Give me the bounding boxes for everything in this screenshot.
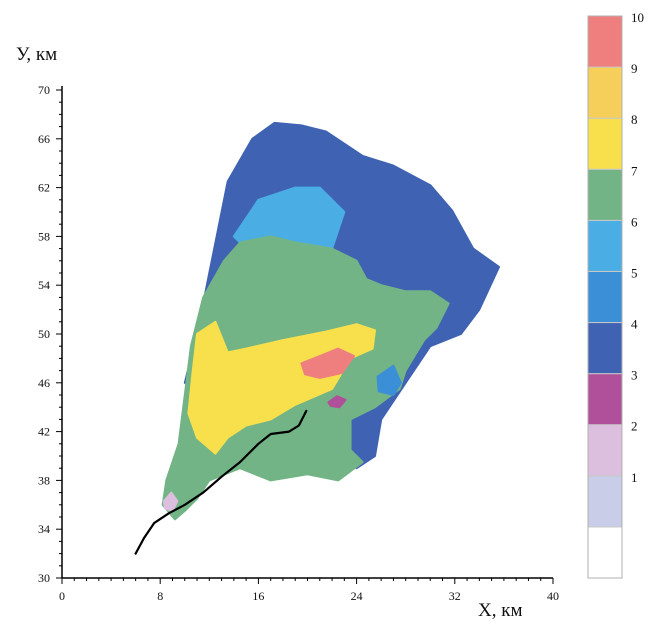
y-tick-label: 58	[38, 229, 50, 243]
y-tick-label: 62	[38, 181, 50, 195]
legend-label-1: 1	[631, 470, 638, 485]
y-tick-label: 66	[38, 132, 50, 146]
river-path	[134, 409, 308, 555]
x-tick-label: 0	[59, 589, 65, 603]
map-regions	[161, 121, 500, 521]
y-tick-label: 42	[38, 425, 50, 439]
legend-swatch-10	[587, 15, 623, 68]
legend-label-4: 4	[631, 317, 638, 332]
legend-label-6: 6	[631, 214, 638, 229]
legend-swatch-2	[587, 424, 623, 477]
legend-label-5: 5	[631, 265, 638, 280]
legend-label-9: 9	[631, 61, 638, 76]
legend-swatch-7	[587, 168, 623, 221]
y-tick-label: 70	[38, 83, 50, 97]
legend: 1 2 3 4 5 6 7 8 9 10	[587, 10, 644, 579]
region-class-3-6	[327, 395, 347, 409]
region-class-10-5	[300, 347, 356, 379]
legend-label-7: 7	[631, 163, 638, 178]
region-class-5-3	[376, 364, 402, 396]
y-tick-label: 34	[38, 522, 50, 536]
x-tick-label: 16	[252, 589, 264, 603]
x-axis-label: X, км	[478, 600, 523, 621]
river-line	[134, 409, 308, 555]
x-tick-label: 24	[351, 589, 363, 603]
legend-frame	[587, 15, 623, 579]
y-tick-label: 30	[38, 571, 50, 585]
y-tick-label: 50	[38, 327, 50, 341]
x-tick-label: 40	[547, 589, 559, 603]
x-tick-label: 8	[157, 589, 163, 603]
legend-swatch-4	[587, 322, 623, 375]
y-tick-label: 54	[38, 278, 50, 292]
legend-swatch-6	[587, 219, 623, 272]
legend-swatch-9	[587, 66, 623, 119]
legend-swatch-5	[587, 270, 623, 324]
legend-label-2: 2	[631, 419, 638, 434]
y-axis-label: У, км	[16, 44, 58, 65]
axes: 30 34 38 42 46 50 54 58 62 66 70 0 8 16 24 32 40	[38, 83, 559, 603]
y-tick-label: 38	[38, 473, 50, 487]
legend-label-10: 10	[631, 10, 644, 25]
x-tick-label: 32	[449, 589, 461, 603]
legend-swatch-8	[587, 117, 623, 170]
y-tick-label: 46	[38, 376, 50, 390]
legend-label-8: 8	[631, 112, 638, 127]
legend-label-3: 3	[631, 368, 638, 383]
legend-swatch-1	[587, 475, 623, 528]
legend-swatch-3	[587, 373, 623, 426]
legend-swatch-blank	[587, 526, 623, 579]
region-class-2-7	[162, 491, 179, 512]
